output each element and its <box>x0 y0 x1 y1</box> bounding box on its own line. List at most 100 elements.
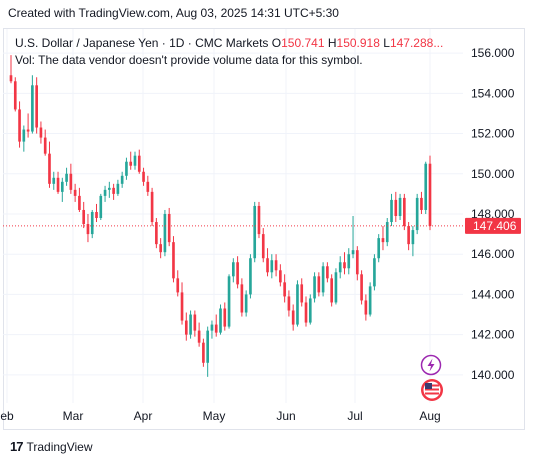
candle <box>347 248 351 275</box>
tradingview-logo[interactable]: 17 TradingView <box>10 439 93 454</box>
y-tick-label: 140.000 <box>471 368 515 382</box>
candle <box>31 75 34 134</box>
open-value: 150.741 <box>281 36 325 50</box>
candle <box>120 171 124 188</box>
volume-note: Vol: The data vendor doesn't provide vol… <box>15 53 363 67</box>
legend-ellipsis: ... <box>433 36 444 50</box>
candle <box>159 238 162 259</box>
candle <box>334 268 338 305</box>
grid-lines <box>3 29 463 403</box>
candle <box>18 101 21 148</box>
candle <box>13 77 17 112</box>
candle <box>22 125 26 152</box>
candle <box>193 310 197 337</box>
candle <box>360 270 363 305</box>
candle <box>189 310 192 339</box>
candle <box>43 129 47 156</box>
candle <box>78 187 81 212</box>
candle <box>206 326 209 377</box>
candle <box>180 282 184 325</box>
candle <box>326 262 329 283</box>
candle <box>296 280 299 327</box>
candle <box>411 226 415 257</box>
candle <box>424 161 428 214</box>
candle <box>304 296 308 327</box>
candle <box>403 193 406 231</box>
candle <box>368 282 372 317</box>
candle <box>394 191 398 223</box>
candle <box>308 294 312 325</box>
candle <box>223 302 227 331</box>
x-tick-label: May <box>203 409 226 423</box>
candle <box>257 201 261 239</box>
candle <box>240 278 244 317</box>
candle <box>176 270 180 297</box>
candle <box>103 185 107 202</box>
candle <box>287 290 291 317</box>
candle <box>291 304 295 331</box>
candle <box>163 209 167 257</box>
candle <box>373 254 376 291</box>
low-label: L <box>383 36 390 50</box>
chart-frame <box>3 28 525 430</box>
candle <box>52 171 56 190</box>
candle <box>317 272 321 297</box>
candle <box>261 228 265 263</box>
y-tick-label: 150.000 <box>471 167 515 181</box>
lightning-icon[interactable] <box>420 354 442 376</box>
y-tick-label: 146.000 <box>471 247 515 261</box>
candle <box>283 274 286 303</box>
low-value: 147.288 <box>389 36 434 50</box>
us-flag-icon[interactable] <box>421 379 443 401</box>
candle <box>167 207 171 247</box>
candle <box>112 183 115 200</box>
x-tick-label: eb <box>0 409 14 423</box>
candle <box>266 248 269 277</box>
candle <box>90 209 94 239</box>
x-tick-label: Jun <box>276 409 295 423</box>
candle <box>300 278 304 307</box>
candle <box>274 254 278 277</box>
candle <box>48 141 51 188</box>
tradingview-brand-text: TradingView <box>26 439 93 454</box>
candle <box>214 314 218 337</box>
candle <box>381 226 385 251</box>
candle <box>108 181 111 198</box>
candle <box>338 256 342 279</box>
candle <box>321 262 325 297</box>
candle <box>82 201 86 229</box>
y-tick-label: 144.000 <box>471 287 515 301</box>
x-tick-label: Aug <box>419 409 440 423</box>
candle <box>227 274 231 329</box>
symbol-label: U.S. Dollar / Japanese Yen · 1D · CMC Ma… <box>15 36 269 50</box>
candle <box>343 252 346 275</box>
candle <box>60 177 64 202</box>
candle <box>202 338 205 367</box>
candle <box>99 193 103 221</box>
candle <box>330 274 333 307</box>
candle <box>351 216 355 259</box>
candle <box>155 218 158 249</box>
candle <box>95 203 98 223</box>
open-label: O <box>271 36 282 50</box>
candle <box>69 163 73 194</box>
candle <box>407 222 410 251</box>
candle <box>142 167 145 186</box>
candle <box>129 151 133 170</box>
x-tick-label: Jul <box>347 409 362 423</box>
candle <box>244 290 248 317</box>
y-tick-label: 142.000 <box>471 328 515 342</box>
candle <box>398 193 402 221</box>
x-tick-label: Apr <box>134 409 153 423</box>
candle <box>428 155 432 231</box>
candle <box>133 151 137 170</box>
candle <box>56 171 60 194</box>
candle <box>197 322 201 347</box>
candle <box>270 254 274 279</box>
candle <box>253 201 257 263</box>
candle <box>39 121 43 144</box>
candle <box>73 183 77 202</box>
candle <box>219 304 222 335</box>
high-value: 150.918 <box>336 36 380 50</box>
